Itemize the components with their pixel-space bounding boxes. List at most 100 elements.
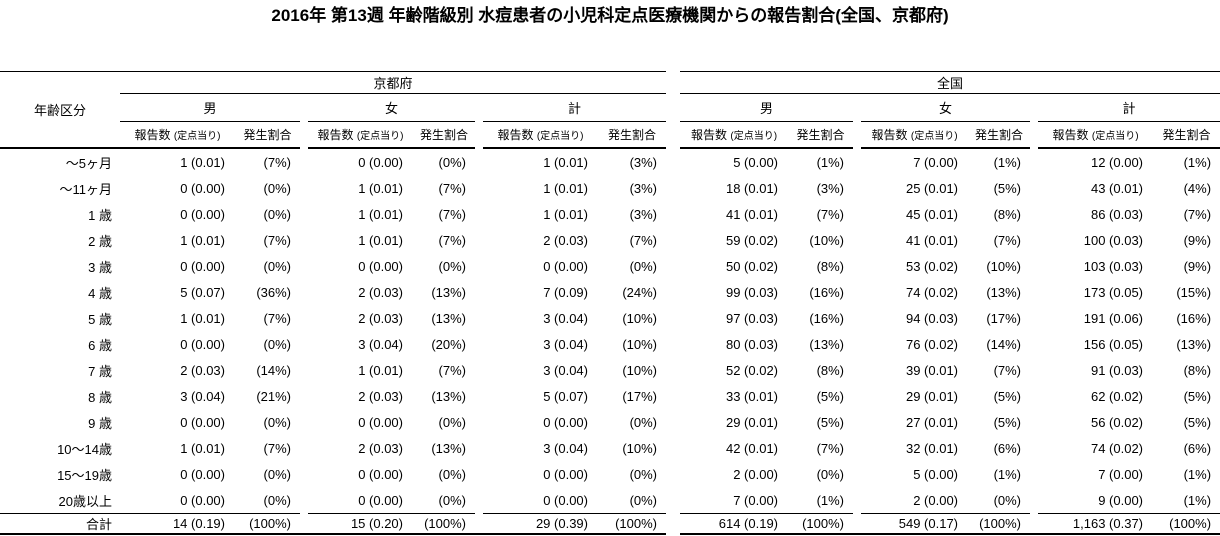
count-cell: 0 (0.00) <box>358 154 403 170</box>
ratio-cell: (15%) <box>1176 284 1212 300</box>
spacer <box>853 279 861 305</box>
spacer <box>475 94 483 122</box>
spacer <box>1030 201 1038 227</box>
ratio-cell: (0%) <box>816 466 845 482</box>
ratio-subheader: 発生割合 <box>235 121 300 149</box>
ratio-cell: (7%) <box>438 206 466 222</box>
count-subheader: 報告数 (定点当り) <box>120 121 235 149</box>
count-cell: 0 (0.00) <box>180 466 225 482</box>
ratio-cell: (8%) <box>816 258 845 274</box>
count-cell: 41 (0.01) <box>905 232 959 248</box>
region-divider-spacer <box>666 227 680 253</box>
count-cell: 3 (0.04) <box>543 362 588 378</box>
spacer <box>1030 305 1038 331</box>
count-cell: 2 (0.03) <box>358 388 403 404</box>
region-header-national: 全国 <box>680 71 1220 94</box>
spacer <box>1030 227 1038 253</box>
spacer <box>853 94 861 122</box>
count-cell: 99 (0.03) <box>725 284 779 300</box>
spacer <box>853 305 861 331</box>
table-row: 7 歳 2 (0.03) (14%) 1 (0.01) (7%) 3 (0.04) (10%… <box>0 357 1220 383</box>
ratio-cell: (0%) <box>993 492 1022 508</box>
spacer <box>853 227 861 253</box>
age-cell: 〜5ヶ月 <box>65 155 112 171</box>
ratio-cell: (8%) <box>993 206 1022 222</box>
ratio-cell: (7%) <box>438 232 466 248</box>
spacer <box>853 201 861 227</box>
count-cell: 2 (0.03) <box>358 440 403 456</box>
spacer <box>1030 461 1038 487</box>
count-cell: 1 (0.01) <box>358 180 403 196</box>
count-cell: 549 (0.17) <box>861 513 969 535</box>
count-subheader: 報告数 (定点当り) <box>1038 121 1154 149</box>
spacer <box>1030 513 1039 535</box>
spacer <box>300 487 308 514</box>
count-cell: 0 (0.00) <box>358 414 403 430</box>
region-divider-spacer <box>666 357 680 383</box>
ratio-cell: (13%) <box>809 336 845 352</box>
spacer <box>300 435 308 461</box>
ratio-cell: (10%) <box>986 258 1022 274</box>
count-unit-label: (定点当り) <box>910 131 958 142</box>
count-cell: 62 (0.02) <box>1090 388 1144 404</box>
ratio-cell: (16%) <box>809 310 845 326</box>
spacer <box>853 487 861 514</box>
ratio-cell: (0%) <box>629 258 658 274</box>
spacer <box>475 461 483 487</box>
ratio-cell: (7%) <box>263 232 291 248</box>
count-subheader: 報告数 (定点当り) <box>861 121 969 149</box>
spacer <box>1030 487 1038 514</box>
ratio-cell: (5%) <box>1183 414 1212 430</box>
ratio-cell: (1%) <box>816 154 845 170</box>
count-subheader: 報告数 (定点当り) <box>680 121 789 149</box>
region-divider-spacer <box>666 148 680 175</box>
ratio-cell: (5%) <box>993 388 1022 404</box>
count-cell: 43 (0.01) <box>1090 180 1144 196</box>
spacer <box>300 513 308 535</box>
count-cell: 53 (0.02) <box>905 258 959 274</box>
spacer <box>853 331 861 357</box>
spacer <box>1030 357 1038 383</box>
spacer <box>300 253 308 279</box>
table-body: 〜5ヶ月 1 (0.01) (7%) 0 (0.00) (0%) 1 (0.01) (3%)… <box>0 148 1220 514</box>
count-cell: 86 (0.03) <box>1090 206 1144 222</box>
spacer <box>853 357 861 383</box>
table-row: 8 歳 3 (0.04) (21%) 2 (0.03) (13%) 5 (0.07) (17… <box>0 383 1220 409</box>
count-cell: 7 (0.09) <box>543 284 588 300</box>
count-cell: 0 (0.00) <box>543 492 588 508</box>
count-cell: 1 (0.01) <box>180 440 225 456</box>
ratio-cell: (7%) <box>263 440 291 456</box>
region-divider-spacer <box>666 409 680 435</box>
count-cell: 0 (0.00) <box>543 258 588 274</box>
ratio-cell: (7%) <box>263 310 291 326</box>
table-row: 20歳以上 0 (0.00) (0%) 0 (0.00) (0%) 0 (0.00) (0%… <box>0 487 1220 514</box>
ratio-cell: (7%) <box>993 362 1022 378</box>
age-cell: 20歳以上 <box>58 493 112 509</box>
ratio-cell: (0%) <box>263 206 291 222</box>
count-cell: 5 (0.07) <box>180 284 225 300</box>
spacer <box>300 175 308 201</box>
table-row: 2 歳 1 (0.01) (7%) 1 (0.01) (7%) 2 (0.03) (7%) 5… <box>0 227 1220 253</box>
ratio-cell: (0%) <box>263 336 291 352</box>
ratio-cell: (7%) <box>438 180 466 196</box>
age-cell: 5 歳 <box>88 311 112 327</box>
ratio-cell: (0%) <box>263 414 291 430</box>
ratio-cell: (0%) <box>263 492 291 508</box>
ratio-cell: (1%) <box>1183 154 1212 170</box>
region-divider-spacer <box>666 175 680 201</box>
ratio-cell: (10%) <box>622 310 658 326</box>
ratio-cell: (36%) <box>256 284 291 300</box>
spacer <box>475 148 483 175</box>
spacer <box>475 305 483 331</box>
spacer <box>300 122 308 149</box>
spacer <box>1030 409 1038 435</box>
spacer <box>475 331 483 357</box>
ratio-cell: (7%) <box>816 440 845 456</box>
count-unit-label: (定点当り) <box>173 131 221 142</box>
ratio-cell: (17%) <box>622 388 658 404</box>
ratio-cell: (7%) <box>993 232 1022 248</box>
spacer <box>853 253 861 279</box>
count-cell: 3 (0.04) <box>180 388 225 404</box>
ratio-cell: (0%) <box>263 466 291 482</box>
